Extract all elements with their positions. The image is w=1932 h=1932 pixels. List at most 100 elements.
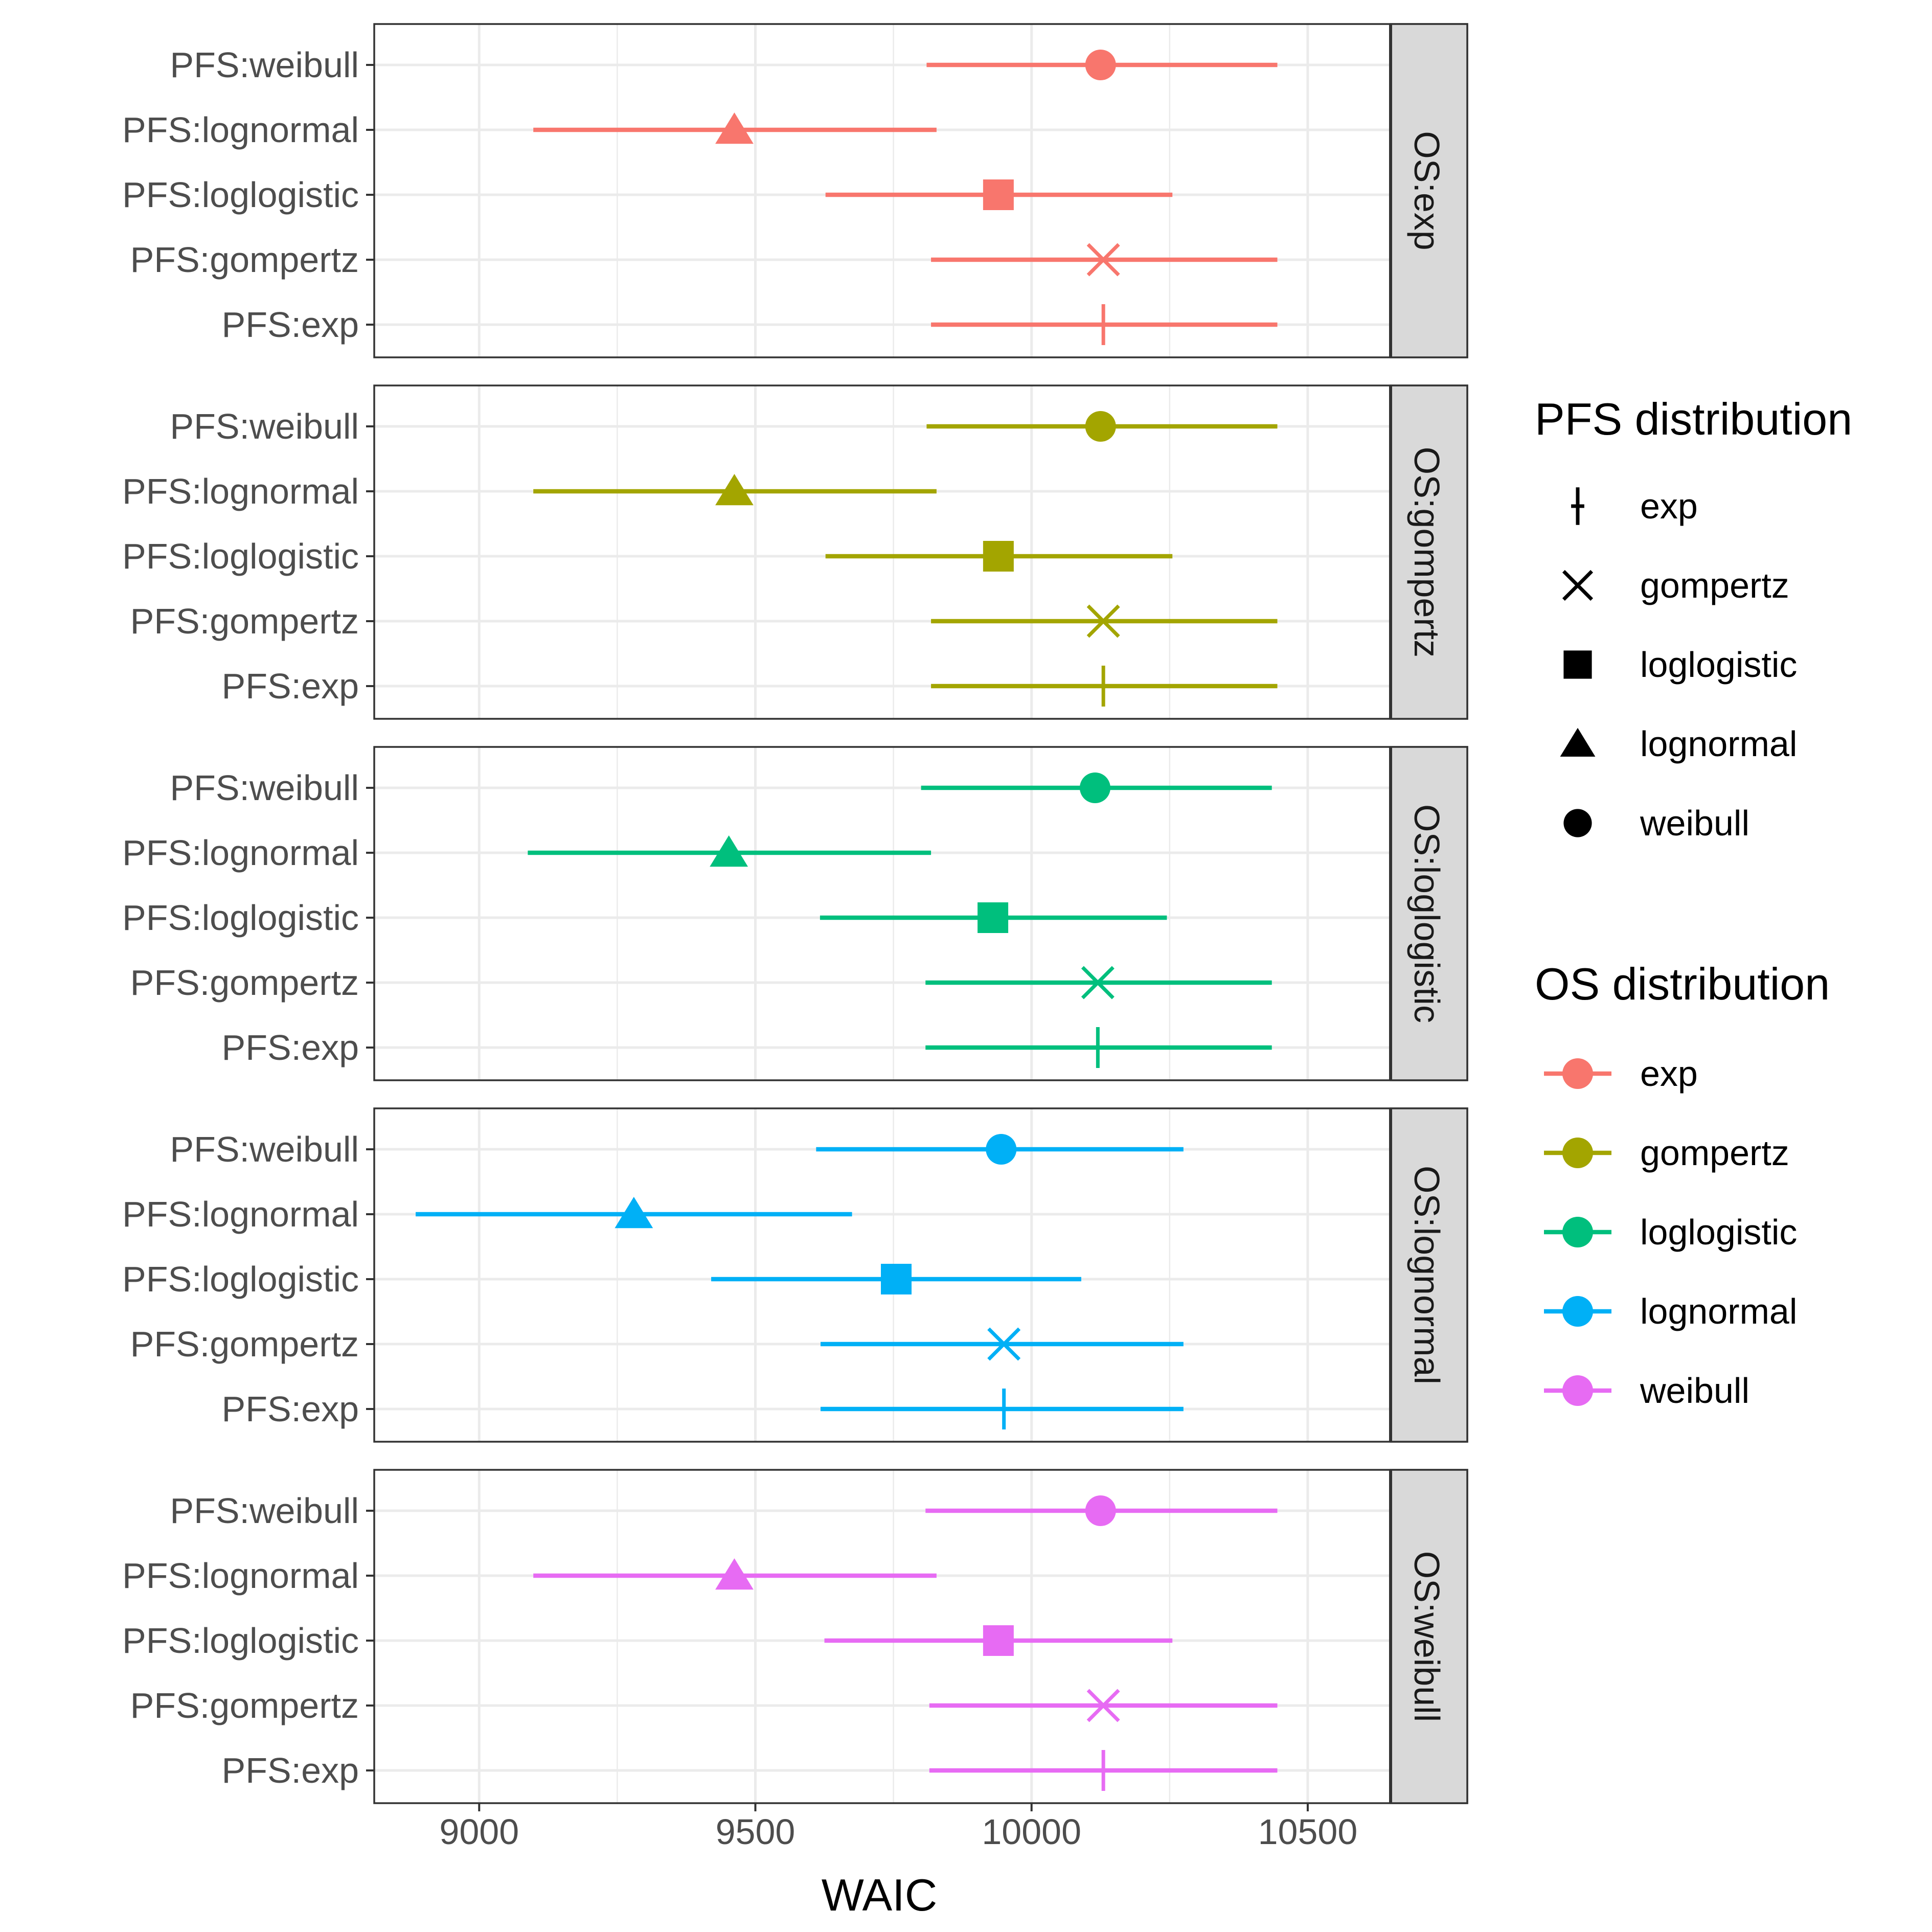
y-tick-label: PFS:exp bbox=[222, 1389, 359, 1429]
y-tick-label: PFS:lognormal bbox=[122, 1194, 359, 1234]
y-tick-label: PFS:gompertz bbox=[130, 240, 359, 280]
x-tick-label: 10500 bbox=[1258, 1812, 1358, 1852]
legend-label: weibull bbox=[1640, 1371, 1749, 1411]
point-loglogistic-loglogistic-loglogistic-marker bbox=[978, 902, 1009, 933]
point-loglogistic-lognormal-lognormal-marker bbox=[710, 835, 748, 867]
point-gompertz-weibull-weibull-marker bbox=[1085, 411, 1116, 442]
point-loglogistic-exp-exp-marker bbox=[1090, 1027, 1105, 1068]
facet-strip bbox=[1390, 23, 1468, 358]
x-axis-title: WAIC bbox=[822, 1870, 938, 1920]
point-loglogistic-weibull-weibull-marker bbox=[1079, 772, 1110, 803]
legend-key-lognormal-marker bbox=[1560, 728, 1596, 757]
facet-strip-label: OS:gompertz bbox=[1407, 447, 1447, 657]
point-weibull-lognormal-lognormal-marker bbox=[715, 1558, 754, 1590]
y-tick-label: PFS:weibull bbox=[170, 45, 359, 85]
point-exp-gompertz-gompertz-marker bbox=[1086, 243, 1120, 277]
legend-label: loglogistic bbox=[1640, 1212, 1797, 1252]
x-axis: 9000 9500 10000 10500 bbox=[439, 1803, 1357, 1852]
point-weibull-exp-exp-marker bbox=[1096, 1750, 1111, 1791]
legend-label: exp bbox=[1640, 486, 1698, 526]
facet-panel-gompertz: OS:gompertz PFS:weibull PFS:lognormal PFS:l… bbox=[122, 384, 1468, 720]
facet-panel-lognormal: OS:lognormal PFS:weibull PFS:lognormal PFS:… bbox=[122, 1107, 1468, 1443]
legend-title: PFS distribution bbox=[1535, 394, 1852, 444]
legend-label: gompertz bbox=[1640, 565, 1789, 605]
point-lognormal-exp-exp-marker bbox=[996, 1389, 1011, 1429]
point-lognormal-loglogistic-loglogistic-marker bbox=[881, 1264, 912, 1294]
y-tick-label: PFS:loglogistic bbox=[122, 1621, 359, 1661]
point-lognormal-weibull-weibull-marker bbox=[986, 1134, 1017, 1165]
facet-panels: OS:exp PFS:weibull PFS:lognormal PFS:loglog… bbox=[122, 23, 1468, 1804]
y-tick-label: PFS:exp bbox=[222, 305, 359, 345]
y-tick-label: PFS:loglogistic bbox=[122, 175, 359, 215]
point-weibull-gompertz-gompertz-marker bbox=[1086, 1689, 1120, 1722]
legend-os: OS distribution exp gompertz loglogistic log… bbox=[1535, 959, 1830, 1411]
legend-key-loglogistic-marker bbox=[1563, 650, 1592, 679]
point-exp-weibull-weibull-marker bbox=[1085, 50, 1116, 80]
legend-pfs: PFS distribution exp gompertz loglogistic lo… bbox=[1535, 394, 1852, 843]
facet-panel-weibull: OS:weibull PFS:weibull PFS:lognormal PFS:lo… bbox=[122, 1469, 1468, 1804]
y-tick-label: PFS:lognormal bbox=[122, 110, 359, 150]
point-lognormal-gompertz-gompertz-marker bbox=[987, 1327, 1021, 1361]
legend-key-weibull-marker bbox=[1563, 809, 1592, 837]
x-tick-label: 9000 bbox=[439, 1812, 519, 1852]
y-tick-label: PFS:loglogistic bbox=[122, 1259, 359, 1299]
legend-key-point bbox=[1562, 1217, 1593, 1247]
facet-strip-label: OS:loglogistic bbox=[1407, 804, 1447, 1023]
legend-label: weibull bbox=[1640, 803, 1749, 843]
panel-background bbox=[374, 385, 1391, 719]
y-tick-label: PFS:gompertz bbox=[130, 1324, 359, 1364]
y-tick-label: PFS:loglogistic bbox=[122, 536, 359, 576]
y-tick-label: PFS:lognormal bbox=[122, 1556, 359, 1596]
facet-strip bbox=[1390, 1469, 1468, 1804]
y-tick-label: PFS:weibull bbox=[170, 768, 359, 808]
legend-label: exp bbox=[1640, 1054, 1698, 1094]
legend-label: lognormal bbox=[1640, 724, 1797, 764]
legend-key-point bbox=[1562, 1375, 1593, 1406]
point-gompertz-lognormal-lognormal-marker bbox=[715, 474, 754, 506]
y-tick-label: PFS:weibull bbox=[170, 406, 359, 446]
x-tick-label: 10000 bbox=[982, 1812, 1081, 1852]
y-tick-label: PFS:loglogistic bbox=[122, 898, 359, 938]
x-tick-label: 9500 bbox=[716, 1812, 795, 1852]
panel-background bbox=[374, 747, 1391, 1080]
legends: PFS distribution exp gompertz loglogistic lo… bbox=[1535, 394, 1852, 1411]
legend-key-point bbox=[1562, 1296, 1593, 1327]
facet-strip-label: OS:lognormal bbox=[1407, 1166, 1447, 1384]
legend-key-point bbox=[1562, 1058, 1593, 1089]
facet-panel-loglogistic: OS:loglogistic PFS:weibull PFS:lognormal PF… bbox=[122, 746, 1468, 1081]
legend-label: loglogistic bbox=[1640, 645, 1797, 685]
panel-background bbox=[374, 24, 1391, 357]
y-tick-label: PFS:exp bbox=[222, 1028, 359, 1067]
facet-strip-label: OS:weibull bbox=[1407, 1551, 1447, 1722]
legend-label: gompertz bbox=[1640, 1133, 1789, 1173]
y-tick-label: PFS:gompertz bbox=[130, 601, 359, 641]
facet-strip bbox=[1390, 1107, 1468, 1443]
point-weibull-weibull-weibull-marker bbox=[1085, 1495, 1116, 1526]
y-tick-label: PFS:weibull bbox=[170, 1129, 359, 1169]
point-loglogistic-gompertz-gompertz-marker bbox=[1081, 966, 1115, 999]
legend-title: OS distribution bbox=[1535, 959, 1830, 1009]
facet-strip bbox=[1390, 746, 1468, 1081]
point-lognormal-lognormal-lognormal-marker bbox=[615, 1197, 653, 1229]
point-gompertz-exp-exp-marker bbox=[1096, 666, 1111, 707]
legend-label: lognormal bbox=[1640, 1291, 1797, 1331]
y-tick-label: PFS:lognormal bbox=[122, 471, 359, 511]
point-exp-lognormal-lognormal-marker bbox=[715, 112, 754, 144]
y-tick-label: PFS:weibull bbox=[170, 1491, 359, 1531]
y-tick-label: PFS:exp bbox=[222, 1751, 359, 1790]
facet-panel-exp: OS:exp PFS:weibull PFS:lognormal PFS:loglog… bbox=[122, 23, 1468, 358]
y-tick-label: PFS:lognormal bbox=[122, 833, 359, 873]
point-gompertz-gompertz-gompertz-marker bbox=[1086, 604, 1120, 638]
legend-key-exp-marker bbox=[1571, 487, 1584, 525]
legend-key-gompertz-marker bbox=[1562, 570, 1594, 601]
facet-strip-label: OS:exp bbox=[1407, 131, 1447, 250]
point-exp-loglogistic-loglogistic-marker bbox=[983, 179, 1014, 210]
legend-key-point bbox=[1562, 1138, 1593, 1168]
point-weibull-loglogistic-loglogistic-marker bbox=[983, 1625, 1014, 1656]
point-gompertz-loglogistic-loglogistic-marker bbox=[983, 541, 1014, 572]
point-exp-exp-exp-marker bbox=[1096, 304, 1111, 345]
y-tick-label: PFS:gompertz bbox=[130, 1686, 359, 1725]
y-tick-label: PFS:exp bbox=[222, 666, 359, 706]
y-tick-label: PFS:gompertz bbox=[130, 963, 359, 1003]
